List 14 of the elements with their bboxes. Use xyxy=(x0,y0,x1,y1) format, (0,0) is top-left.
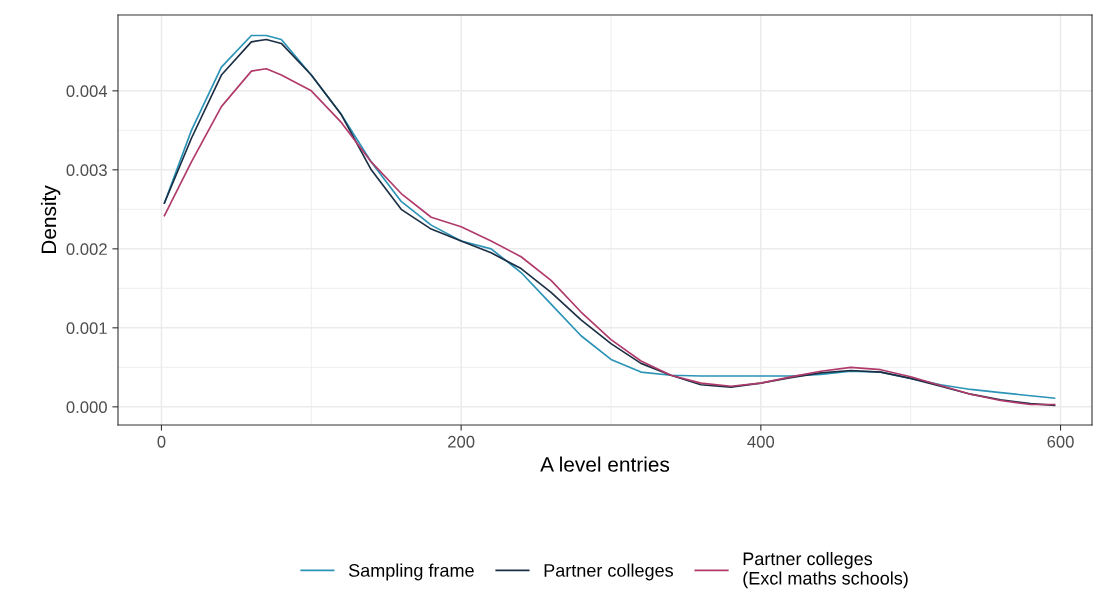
x-tick-label: 200 xyxy=(448,435,475,448)
y-tick-label: 0.004 xyxy=(66,85,108,98)
x-tick-label: 0 xyxy=(157,435,166,448)
legend-label: Partner colleges (Excl maths schools) xyxy=(743,551,908,589)
y-tick-label: 0.000 xyxy=(66,401,107,414)
x-tick-label: 400 xyxy=(747,435,775,448)
legend-label: Partner colleges xyxy=(544,563,673,581)
y-tick-label: 0.003 xyxy=(66,164,107,177)
x-axis-title: A level entries xyxy=(540,456,670,472)
legend-label: Sampling frame xyxy=(348,563,474,581)
y-tick-label: 0.001 xyxy=(66,322,107,335)
x-tick-label: 600 xyxy=(1047,435,1074,448)
y-tick-label: 0.002 xyxy=(66,243,107,256)
y-axis-title: Density xyxy=(40,185,61,254)
